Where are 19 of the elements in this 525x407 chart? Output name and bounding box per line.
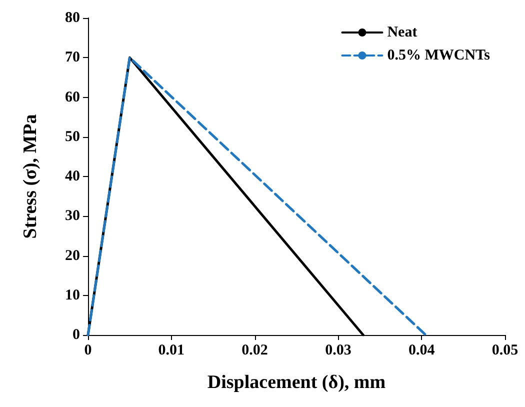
y-tick-label: 20 bbox=[65, 248, 80, 264]
y-tick-label: 70 bbox=[65, 50, 80, 66]
x-tick-label: 0.01 bbox=[158, 342, 185, 358]
x-tick-label: 0.05 bbox=[492, 342, 518, 358]
y-tick-label: 50 bbox=[65, 128, 80, 145]
legend-label: Neat bbox=[387, 24, 418, 40]
y-tick-label: 0 bbox=[72, 327, 80, 343]
y-tick-label: 40 bbox=[65, 168, 80, 184]
x-tick-label: 0.03 bbox=[325, 342, 352, 358]
legend-label: 0.5% MWCNTs bbox=[387, 48, 490, 64]
x-tick-label: 0 bbox=[84, 342, 92, 358]
x-tick-label: 0.02 bbox=[242, 342, 268, 358]
y-axis-title: Stress (σ), MPa bbox=[20, 114, 41, 239]
x-tick-label: 0.04 bbox=[408, 342, 436, 358]
y-tick-label: 80 bbox=[65, 10, 80, 26]
x-axis-title: Displacement (δ), mm bbox=[207, 372, 386, 393]
y-tick-label: 30 bbox=[65, 208, 80, 224]
y-tick-label: 60 bbox=[65, 89, 80, 106]
y-tick-label: 10 bbox=[65, 287, 80, 304]
